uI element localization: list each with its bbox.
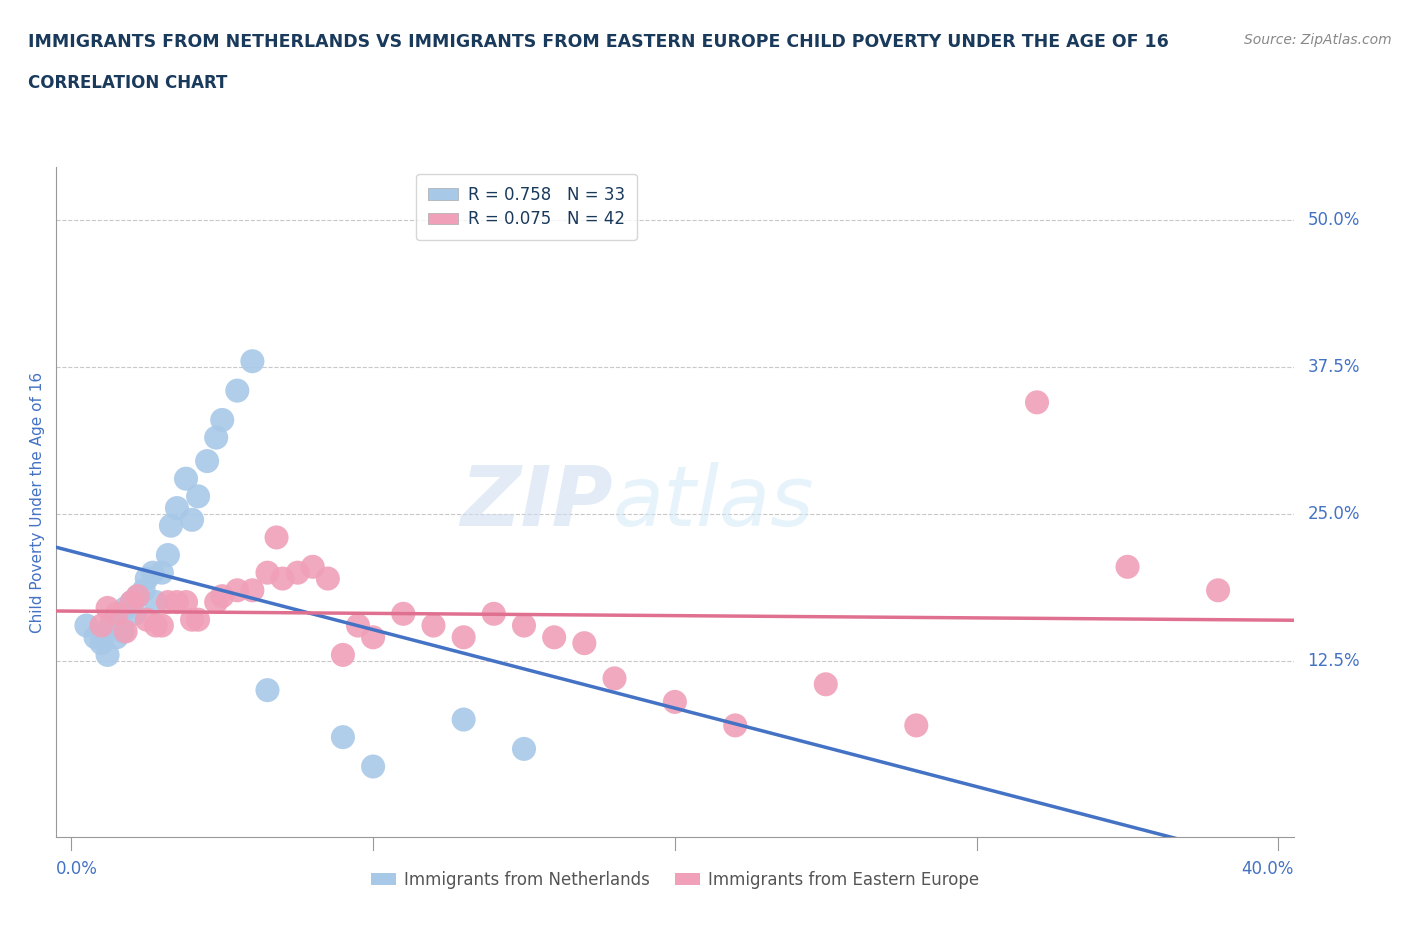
Point <box>287 565 309 580</box>
Text: atlas: atlas <box>613 461 814 543</box>
Point <box>1116 559 1139 574</box>
Point <box>105 606 128 621</box>
Point <box>361 630 384 644</box>
Point <box>453 712 475 727</box>
Point <box>256 683 278 698</box>
Text: 37.5%: 37.5% <box>1308 358 1360 376</box>
Point <box>1206 583 1229 598</box>
Point <box>513 741 536 756</box>
Text: IMMIGRANTS FROM NETHERLANDS VS IMMIGRANTS FROM EASTERN EUROPE CHILD POVERTY UNDE: IMMIGRANTS FROM NETHERLANDS VS IMMIGRANT… <box>28 33 1168 50</box>
Point <box>347 618 370 633</box>
Point <box>150 618 173 633</box>
Point <box>135 612 157 627</box>
Point <box>174 472 197 486</box>
Point <box>664 695 686 710</box>
Point <box>1026 395 1049 410</box>
Point <box>271 571 294 586</box>
Point <box>90 618 112 633</box>
Point <box>124 606 146 621</box>
Point <box>156 548 179 563</box>
Point <box>211 413 233 428</box>
Point <box>543 630 565 644</box>
Point <box>105 630 128 644</box>
Text: CORRELATION CHART: CORRELATION CHART <box>28 74 228 92</box>
Point <box>127 589 149 604</box>
Point <box>142 565 165 580</box>
Point <box>75 618 97 633</box>
Point <box>211 589 233 604</box>
Point <box>96 647 118 662</box>
Text: 40.0%: 40.0% <box>1241 860 1294 878</box>
Point <box>121 594 143 609</box>
Point <box>111 624 134 639</box>
Point <box>301 559 323 574</box>
Point <box>422 618 444 633</box>
Point <box>256 565 278 580</box>
Point <box>100 618 122 633</box>
Point <box>181 612 204 627</box>
Point <box>121 594 143 609</box>
Point <box>482 606 505 621</box>
Point <box>156 594 179 609</box>
Point <box>574 636 596 651</box>
Point <box>266 530 288 545</box>
Point <box>242 583 264 598</box>
Point <box>332 730 354 745</box>
Point <box>96 601 118 616</box>
Text: 12.5%: 12.5% <box>1308 652 1360 670</box>
Point <box>127 589 149 604</box>
Point <box>513 618 536 633</box>
Text: 50.0%: 50.0% <box>1308 211 1360 230</box>
Text: 0.0%: 0.0% <box>56 860 98 878</box>
Point <box>145 618 167 633</box>
Point <box>205 431 228 445</box>
Point <box>166 594 188 609</box>
Point <box>84 630 107 644</box>
Legend: Immigrants from Netherlands, Immigrants from Eastern Europe: Immigrants from Netherlands, Immigrants … <box>364 864 986 896</box>
Point <box>187 489 209 504</box>
Point <box>132 583 155 598</box>
Point <box>242 353 264 368</box>
Text: 25.0%: 25.0% <box>1308 505 1360 523</box>
Point <box>316 571 339 586</box>
Point <box>145 594 167 609</box>
Point <box>135 571 157 586</box>
Point <box>160 518 183 533</box>
Point <box>181 512 204 527</box>
Point <box>105 612 128 627</box>
Point <box>332 647 354 662</box>
Y-axis label: Child Poverty Under the Age of 16: Child Poverty Under the Age of 16 <box>30 372 45 632</box>
Point <box>392 606 415 621</box>
Point <box>150 565 173 580</box>
Point <box>174 594 197 609</box>
Text: Source: ZipAtlas.com: Source: ZipAtlas.com <box>1244 33 1392 46</box>
Point <box>724 718 747 733</box>
Text: ZIP: ZIP <box>460 461 613 543</box>
Point <box>453 630 475 644</box>
Point <box>195 454 218 469</box>
Point <box>226 383 249 398</box>
Point <box>90 636 112 651</box>
Point <box>814 677 837 692</box>
Point <box>226 583 249 598</box>
Point <box>905 718 928 733</box>
Point <box>205 594 228 609</box>
Point <box>603 671 626 685</box>
Point <box>361 759 384 774</box>
Point <box>114 601 136 616</box>
Point <box>187 612 209 627</box>
Point <box>166 500 188 515</box>
Point <box>114 624 136 639</box>
